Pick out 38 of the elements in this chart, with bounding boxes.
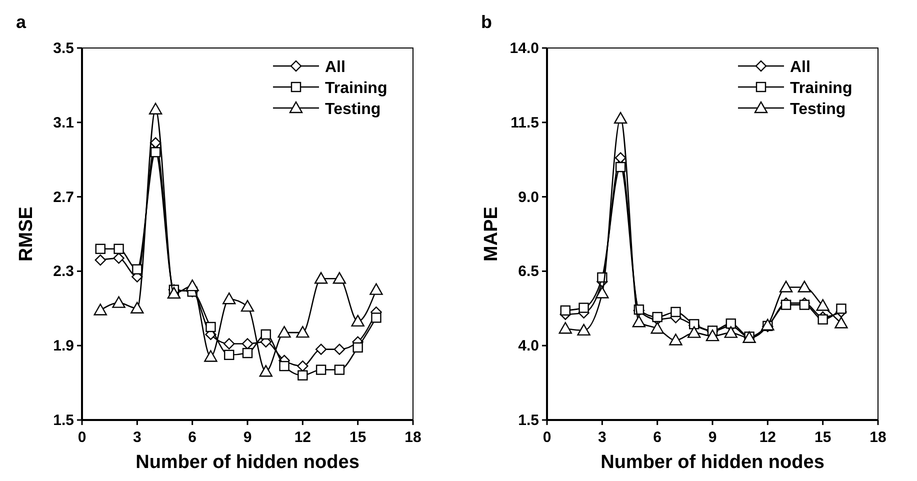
x-tick-label: 0 (542, 429, 552, 446)
x-tick-label: 3 (598, 429, 606, 446)
x-tick-label: 15 (814, 429, 832, 446)
chart-title: a (16, 12, 27, 32)
legend-label: Testing (790, 101, 846, 118)
x-tick-label: 0 (78, 429, 86, 446)
y-tick-label: 9.0 (518, 188, 539, 206)
y-tick-label: 1.9 (53, 338, 74, 355)
y-tick-label: 4.0 (518, 338, 539, 355)
x-axis-title: Number of hidden nodes (600, 452, 824, 473)
y-tick-label: 1.5 (518, 412, 539, 429)
x-tick-label: 18 (404, 429, 422, 446)
x-tick-label: 3 (132, 429, 142, 446)
legend-label: Training (790, 80, 852, 97)
y-tick-label: 14.0 (510, 40, 539, 57)
x-tick-label: 9 (243, 429, 252, 446)
x-tick-label: 12 (759, 429, 776, 446)
x-tick-label: 18 (870, 429, 886, 446)
y-axis-title: MAPE (481, 206, 502, 262)
y-tick-label: 2.3 (53, 263, 74, 280)
x-tick-label: 12 (294, 429, 312, 446)
x-tick-label: 9 (708, 429, 717, 446)
chart-title: b (481, 12, 492, 32)
x-axis-title: Number of hidden nodes (136, 452, 360, 473)
y-tick-label: 3.1 (53, 114, 74, 132)
y-tick-label: 1.5 (53, 412, 74, 429)
y-axis-title: RMSE (16, 206, 37, 262)
legend-label: Testing (325, 101, 381, 118)
legend-label: All (790, 59, 810, 76)
legend-label: Training (325, 80, 388, 97)
x-tick-label: 6 (653, 429, 662, 446)
y-tick-label: 2.7 (53, 188, 74, 206)
y-tick-label: 3.5 (53, 40, 74, 57)
legend-label: All (325, 59, 346, 76)
y-tick-label: 6.5 (518, 263, 539, 280)
y-tick-label: 11.5 (510, 114, 539, 132)
x-tick-label: 6 (188, 429, 197, 446)
x-tick-label: 15 (349, 429, 366, 446)
